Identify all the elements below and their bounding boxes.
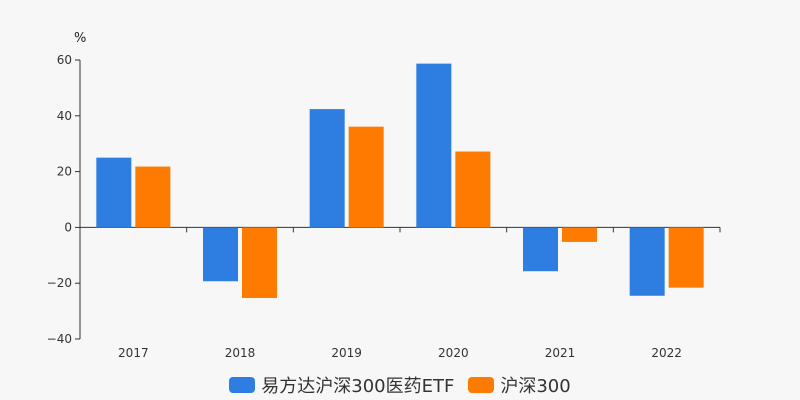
bar-series-1-2021 — [523, 227, 558, 272]
bar-series-1-2017 — [96, 157, 132, 228]
x-tick-label: 2020 — [438, 346, 469, 360]
x-tick-label: 2021 — [545, 346, 576, 360]
legend-item-series-1[interactable]: 易方达沪深300医药ETF — [229, 372, 454, 398]
legend-item-series-2[interactable]: 沪深300 — [468, 372, 571, 398]
x-tick-label: 2022 — [651, 346, 682, 360]
y-tick-label: −20 — [47, 276, 72, 290]
legend: 易方达沪深300医药ETF 沪深300 — [0, 372, 800, 398]
y-tick-label: 60 — [57, 53, 72, 67]
x-tick-label: 2019 — [331, 346, 362, 360]
y-tick-label: 40 — [57, 109, 72, 123]
bar-series-1-2019 — [309, 109, 345, 228]
bar-series-2-2018 — [242, 227, 277, 298]
bar-series-2-2021 — [562, 227, 597, 242]
bar-series-1-2020 — [416, 63, 452, 228]
bar-series-2-2022 — [668, 227, 704, 288]
bar-series-2-2020 — [455, 151, 491, 228]
y-axis-unit-label: % — [74, 31, 86, 46]
legend-swatch-series-1 — [229, 377, 256, 393]
bar-series-1-2018 — [203, 227, 238, 282]
y-tick-label: −40 — [47, 332, 72, 346]
x-tick-label: 2017 — [118, 346, 149, 360]
y-tick-label: 0 — [64, 220, 72, 234]
bar-series-2-2017 — [135, 166, 171, 228]
legend-swatch-series-2 — [468, 377, 495, 393]
y-tick-label: 20 — [57, 165, 72, 179]
x-tick-label: 2018 — [225, 346, 256, 360]
bar-series-2-2019 — [348, 126, 384, 228]
legend-label-series-2: 沪深300 — [500, 376, 571, 397]
legend-label-series-1: 易方达沪深300医药ETF — [261, 376, 455, 397]
bar-series-1-2022 — [629, 227, 665, 296]
